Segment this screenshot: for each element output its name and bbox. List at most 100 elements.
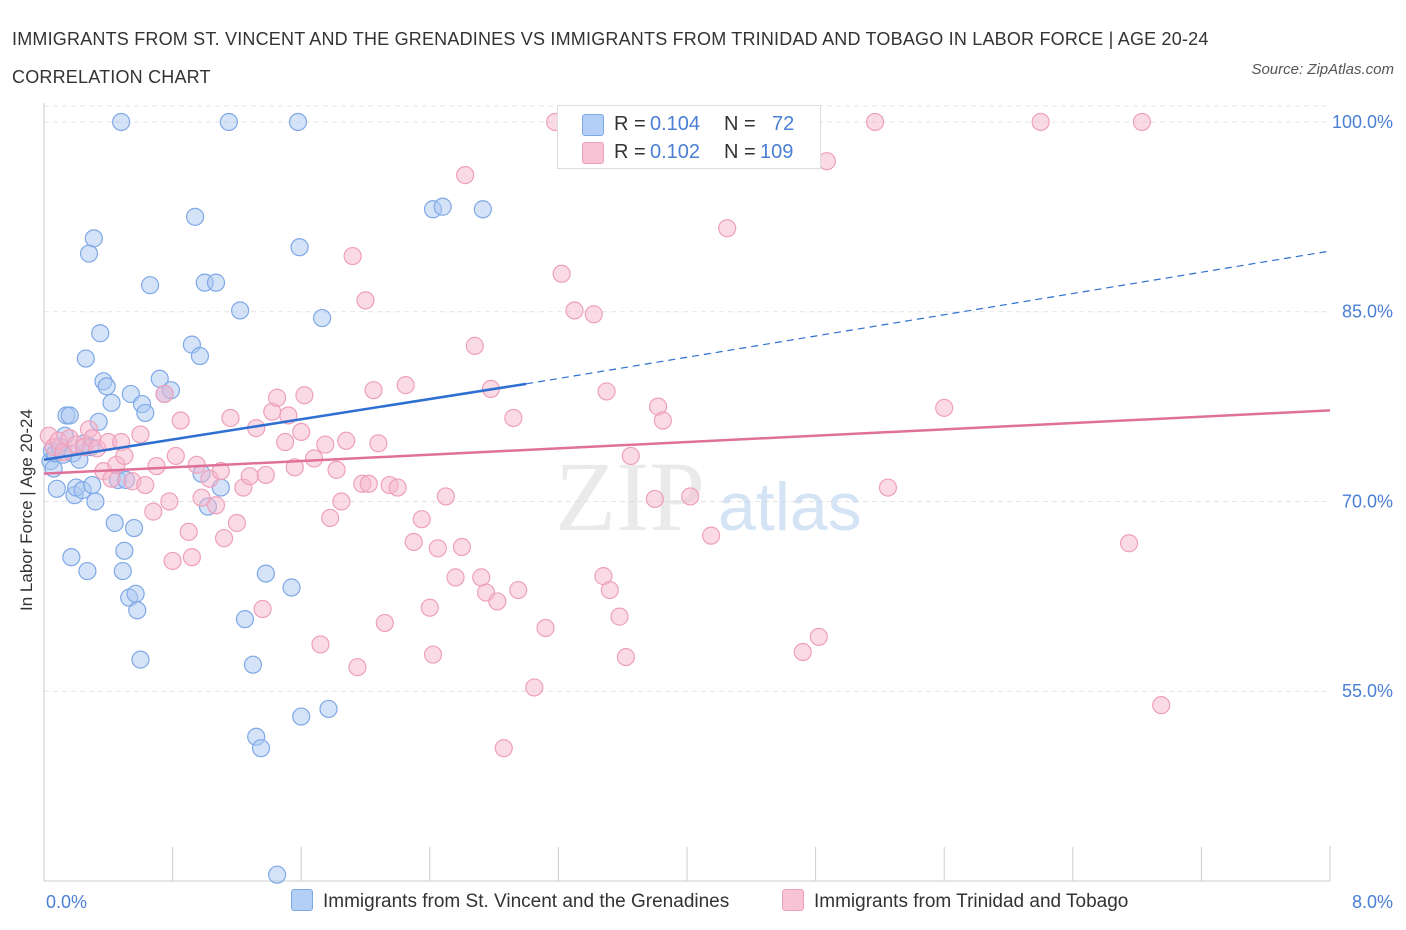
data-point-pink	[610, 607, 629, 626]
trend-line-blue	[43, 382, 527, 461]
source-note: Source: ZipAtlas.com	[1251, 61, 1394, 78]
data-point-blue	[62, 548, 81, 567]
data-point-pink	[423, 645, 443, 664]
data-point-blue	[235, 610, 255, 629]
data-point-pink	[412, 510, 431, 529]
data-point-blue	[206, 273, 226, 292]
trend-line-pink	[43, 409, 1331, 475]
data-point-pink	[645, 489, 664, 509]
y-tick-labels: 100.0% 85.0% 70.0% 55.0%	[1332, 112, 1393, 701]
data-point-pink	[420, 598, 439, 617]
data-point-pink	[935, 398, 954, 417]
data-point-blue	[140, 276, 160, 295]
watermark-atlas: atlas	[718, 469, 862, 545]
y-tick-label: 85.0%	[1342, 302, 1393, 322]
data-point-pink	[702, 526, 721, 545]
data-point-pink	[404, 532, 423, 552]
data-point-pink	[446, 568, 465, 587]
data-point-blue	[282, 578, 301, 597]
legend-swatch-blue	[291, 889, 313, 911]
legend-r-label: R =	[614, 113, 646, 135]
trend-lines	[43, 250, 1331, 475]
data-point-pink	[206, 496, 226, 515]
data-point-pink	[452, 537, 472, 557]
data-point-pink	[147, 456, 166, 476]
data-point-blue	[60, 406, 79, 425]
data-point-pink	[240, 467, 259, 486]
data-point-pink	[1119, 534, 1139, 553]
legend-r-label: R =	[614, 141, 646, 163]
data-point-pink	[292, 422, 311, 442]
legend-swatch-pink	[782, 889, 804, 911]
data-point-blue	[290, 238, 309, 257]
data-point-blue	[473, 200, 492, 219]
data-point-blue	[251, 739, 271, 758]
data-point-blue	[128, 601, 147, 620]
data-point-blue	[83, 475, 102, 495]
data-point-pink	[436, 487, 455, 506]
data-point-blue	[433, 197, 452, 216]
data-point-pink	[131, 425, 150, 444]
data-points	[39, 112, 1171, 884]
data-point-pink	[793, 642, 812, 662]
y-axis-label-box: In Labor Force | Age 20-24	[7, 380, 47, 640]
data-point-blue	[112, 112, 131, 132]
data-point-blue	[131, 650, 150, 669]
data-point-blue	[84, 229, 103, 248]
data-point-pink	[597, 382, 616, 401]
data-point-blue	[78, 561, 97, 581]
data-point-pink	[136, 475, 155, 495]
data-point-pink	[369, 434, 388, 453]
data-point-blue	[186, 207, 205, 226]
data-point-pink	[456, 166, 475, 185]
data-point-pink	[311, 635, 330, 654]
data-point-pink	[525, 678, 544, 697]
data-point-pink	[509, 580, 528, 600]
data-point-pink	[337, 431, 356, 450]
data-point-pink	[285, 458, 304, 477]
data-point-pink	[211, 462, 230, 481]
data-point-pink	[182, 548, 201, 567]
data-point-pink	[163, 551, 182, 571]
data-point-blue	[76, 349, 95, 368]
legend-n-label: N =	[724, 141, 756, 163]
data-point-pink	[327, 460, 346, 479]
legend-label-series2: Immigrants from Trinidad and Tobago	[814, 891, 1129, 912]
data-point-pink	[472, 568, 491, 587]
x-tick-labels: 0.0% 8.0%	[46, 892, 1393, 912]
legend-swatch-blue	[582, 114, 604, 136]
data-point-pink	[295, 386, 314, 405]
data-point-pink	[718, 219, 737, 238]
data-point-pink	[267, 388, 287, 407]
data-point-pink	[552, 264, 571, 283]
y-tick-label: 55.0%	[1342, 681, 1393, 701]
data-point-pink	[494, 739, 513, 758]
data-point-blue	[102, 393, 121, 412]
data-point-pink	[115, 446, 134, 466]
legend-item-series1: Immigrants from St. Vincent and the Gren…	[291, 888, 729, 916]
data-point-pink	[504, 408, 523, 428]
grid-lines	[44, 105, 1330, 692]
data-point-blue	[115, 541, 134, 560]
data-point-pink	[428, 539, 447, 558]
trend-extension-blue	[526, 250, 1331, 385]
data-point-blue	[97, 377, 116, 396]
data-point-blue	[243, 655, 263, 674]
data-point-pink	[316, 435, 335, 454]
data-point-pink	[253, 599, 272, 619]
data-point-pink	[878, 478, 898, 497]
data-point-pink	[160, 492, 179, 511]
data-point-blue	[288, 112, 308, 132]
data-point-pink	[616, 647, 636, 667]
data-point-blue	[121, 384, 140, 404]
data-point-pink	[276, 432, 295, 452]
x-tick-label: 8.0%	[1352, 892, 1393, 912]
data-point-blue	[126, 584, 145, 603]
data-point-pink	[227, 513, 246, 533]
y-tick-label: 100.0%	[1332, 112, 1393, 132]
data-point-pink	[565, 301, 584, 320]
data-point-pink	[653, 411, 672, 430]
data-point-pink	[600, 580, 619, 600]
data-point-pink	[1031, 112, 1050, 132]
data-point-pink	[221, 408, 240, 428]
